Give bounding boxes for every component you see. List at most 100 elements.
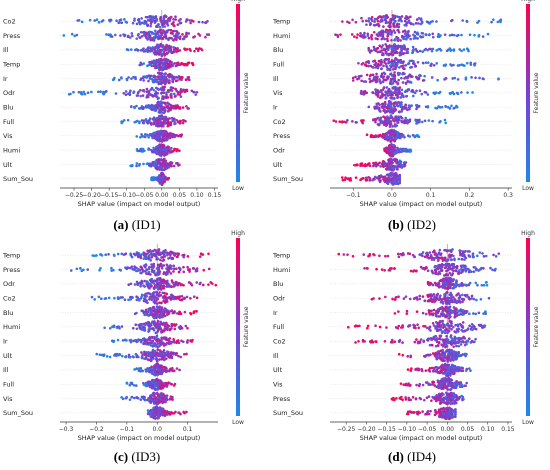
shap-point xyxy=(452,48,456,51)
shap-point xyxy=(158,60,161,64)
shap-point xyxy=(154,166,158,170)
feature-dots xyxy=(357,57,477,72)
shap-point xyxy=(176,33,179,37)
shap-point xyxy=(473,33,476,37)
shap-point xyxy=(153,29,157,33)
shap-point xyxy=(415,18,419,21)
shap-point xyxy=(124,355,127,359)
shap-point xyxy=(157,339,161,343)
shap-point xyxy=(380,67,383,71)
shap-point xyxy=(341,120,344,124)
shap-point xyxy=(400,92,403,96)
shap-point xyxy=(113,354,116,357)
shap-point xyxy=(165,58,169,62)
shap-point xyxy=(62,34,66,37)
shap-point xyxy=(399,51,402,55)
shap-point xyxy=(182,255,186,259)
shap-point xyxy=(148,132,152,136)
shap-point xyxy=(141,369,145,373)
shap-point xyxy=(156,49,160,52)
shap-point xyxy=(158,25,162,29)
shap-point xyxy=(129,298,132,301)
shap-point xyxy=(390,31,394,34)
shap-point xyxy=(144,356,148,360)
shap-point xyxy=(172,264,176,268)
shap-point xyxy=(152,121,156,125)
shap-point xyxy=(378,50,382,54)
shap-point xyxy=(178,107,181,110)
shap-point xyxy=(403,77,406,80)
shap-point xyxy=(178,37,182,41)
shap-point xyxy=(387,67,390,71)
shap-point xyxy=(450,19,453,23)
feature-label: Vis xyxy=(3,395,13,403)
shap-point xyxy=(402,107,406,110)
shap-panel-1: Co2PressIllTempIrOdrBluFullVisHumiUltSum… xyxy=(2,0,250,232)
shap-point xyxy=(356,33,359,36)
shap-point xyxy=(390,180,394,184)
shap-point xyxy=(160,148,164,151)
shap-point xyxy=(148,336,151,340)
feature-label: Odr xyxy=(3,89,15,97)
shap-point xyxy=(154,65,157,69)
shap-point xyxy=(150,77,154,81)
shap-point xyxy=(148,34,152,38)
feature-label: Full xyxy=(3,380,14,388)
shap-point xyxy=(194,47,198,50)
shap-point xyxy=(379,133,382,137)
shap-point xyxy=(128,398,132,401)
shap-point xyxy=(107,296,111,300)
shap-point xyxy=(384,28,388,32)
shap-point xyxy=(367,36,371,40)
shap-point xyxy=(176,295,179,299)
shap-point xyxy=(157,88,160,91)
shap-point xyxy=(163,72,166,76)
shap-point xyxy=(391,167,395,170)
feature-label: Ult xyxy=(3,352,13,360)
shap-point xyxy=(172,338,175,341)
shap-point xyxy=(374,120,377,124)
shap-point xyxy=(417,16,421,20)
shap-point xyxy=(388,109,392,112)
shap-point xyxy=(161,23,164,27)
shap-point xyxy=(73,34,77,38)
shap-point xyxy=(166,119,170,123)
shap-point xyxy=(70,32,74,36)
shap-point xyxy=(179,89,183,92)
shap-point xyxy=(165,299,168,302)
shap-point xyxy=(99,297,103,301)
shap-point xyxy=(170,116,174,120)
shap-point xyxy=(159,19,163,22)
shap-point xyxy=(478,76,481,80)
feature-label: Co2 xyxy=(273,118,286,126)
shap-point xyxy=(468,33,472,36)
shap-point xyxy=(158,382,161,386)
shap-point xyxy=(137,267,140,271)
shap-point xyxy=(182,62,186,66)
shap-point xyxy=(123,298,127,302)
colorbar-title: Feature value xyxy=(533,72,540,113)
shap-point xyxy=(165,292,168,296)
shap-point xyxy=(140,147,144,151)
shap-point xyxy=(154,176,158,180)
shap-point xyxy=(140,356,144,359)
shap-point xyxy=(156,364,159,368)
shap-point xyxy=(192,267,196,270)
shap-point xyxy=(163,110,167,114)
shap-point xyxy=(165,15,168,18)
feature-dots xyxy=(62,28,211,42)
shap-point xyxy=(375,72,378,76)
shap-point xyxy=(142,79,145,82)
shap-point xyxy=(427,119,431,122)
shap-point xyxy=(371,178,374,182)
shap-point xyxy=(471,91,474,94)
shap-point xyxy=(163,366,167,369)
shap-point xyxy=(139,31,143,34)
shap-point xyxy=(161,29,165,32)
shap-point xyxy=(166,109,170,113)
shap-point xyxy=(133,19,136,22)
shap-point xyxy=(391,107,395,110)
shap-point xyxy=(135,37,139,40)
shap-point xyxy=(173,117,176,121)
shap-point xyxy=(178,93,182,96)
